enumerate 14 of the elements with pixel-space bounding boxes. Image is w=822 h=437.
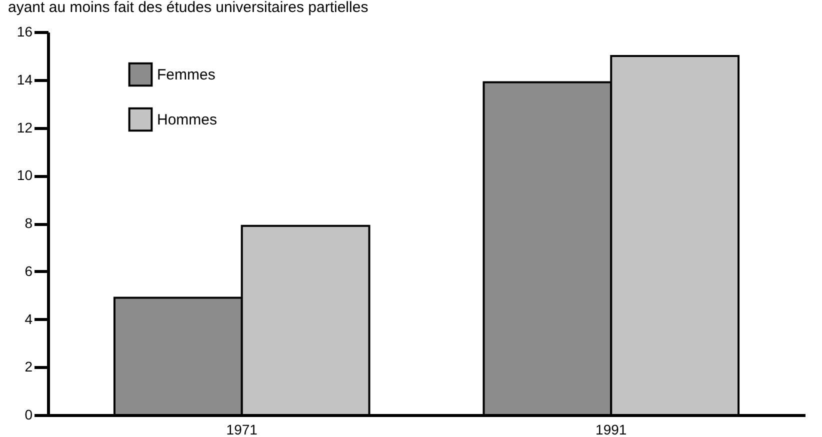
y-tick-label: 2 bbox=[24, 358, 33, 375]
x-tick-label: 1991 bbox=[596, 422, 627, 437]
y-tick-label: 6 bbox=[24, 262, 33, 279]
y-tick-label: 4 bbox=[24, 310, 33, 327]
y-tick-label: 0 bbox=[24, 406, 33, 422]
y-tick-label: 12 bbox=[16, 119, 33, 136]
chart-title: ayant au moins fait des études universitaires partielles bbox=[8, 0, 368, 16]
y-tick-label: 16 bbox=[16, 24, 33, 40]
y-tick-label: 8 bbox=[24, 215, 33, 231]
legend-label: Hommes bbox=[157, 112, 218, 128]
y-tick-label: 10 bbox=[16, 167, 33, 184]
x-tick-label: 1971 bbox=[226, 422, 258, 437]
legend-label: Femmes bbox=[157, 66, 216, 84]
y-tick-label: 14 bbox=[16, 71, 33, 88]
